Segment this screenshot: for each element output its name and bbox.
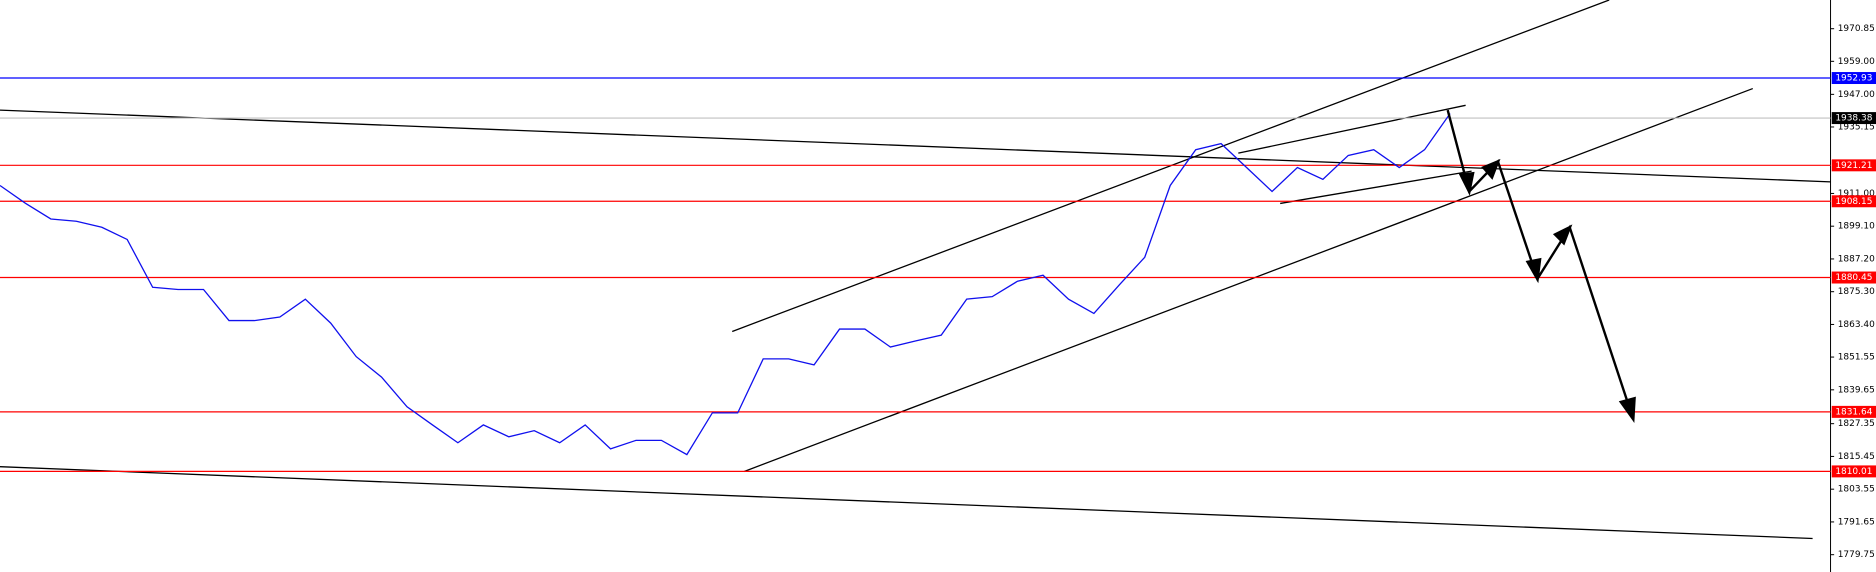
y-tick-label: 1970.85 xyxy=(1838,24,1875,34)
y-tick-label: 1875.30 xyxy=(1838,287,1875,297)
level-label: 1908.15 xyxy=(1835,197,1872,207)
y-tick-label: 1791.65 xyxy=(1838,517,1875,527)
y-tick-label: 1911.00 xyxy=(1838,189,1875,199)
level-label-bg xyxy=(1831,405,1876,418)
arrow-head xyxy=(1552,224,1573,246)
level-label-bg xyxy=(1831,159,1876,172)
level-label: 1880.45 xyxy=(1835,273,1872,283)
level-label: 1952.93 xyxy=(1835,74,1872,84)
y-tick-label: 1851.55 xyxy=(1838,353,1875,363)
y-tick-label: 1839.65 xyxy=(1838,385,1875,395)
y-tick-label: 1959.00 xyxy=(1838,57,1875,67)
level-label: 1831.64 xyxy=(1835,407,1872,417)
trend-line xyxy=(1280,171,1471,203)
y-tick-label: 1815.45 xyxy=(1838,452,1875,462)
y-tick-label: 1779.75 xyxy=(1838,550,1875,560)
level-label: 1810.01 xyxy=(1835,467,1872,477)
trend-line xyxy=(0,467,1813,539)
trend-lines xyxy=(0,0,1831,538)
y-tick-label: 1803.55 xyxy=(1838,485,1875,495)
arrow-head xyxy=(1481,158,1501,180)
y-tick-label: 1899.10 xyxy=(1838,222,1875,232)
y-tick-label: 1947.00 xyxy=(1838,90,1875,100)
arrow-head xyxy=(1525,257,1542,284)
level-label: 1938.38 xyxy=(1835,114,1872,124)
arrow-head xyxy=(1618,396,1636,423)
series xyxy=(0,114,1450,455)
y-tick-label: 1935.15 xyxy=(1838,122,1875,132)
level-label-bg xyxy=(1831,112,1876,125)
y-tick-label: 1887.20 xyxy=(1838,254,1875,264)
trend-line xyxy=(1238,105,1465,153)
trend-line xyxy=(0,110,1831,182)
level-label-bg xyxy=(1831,72,1876,85)
level-label-bg xyxy=(1831,271,1876,284)
level-label: 1921.21 xyxy=(1835,161,1872,171)
y-axis: 1970.85 1959.00 1947.00 1935.15 1911.00 1899.… xyxy=(1831,24,1876,560)
y-tick-label: 1863.40 xyxy=(1838,320,1875,330)
levels xyxy=(0,78,1831,471)
y-tick-label: 1827.35 xyxy=(1838,419,1875,429)
price-line xyxy=(0,114,1450,455)
forecast-arrows xyxy=(1448,110,1636,423)
level-label-bg xyxy=(1831,195,1876,208)
arrow-head xyxy=(1458,171,1475,196)
level-label-bg xyxy=(1831,465,1876,478)
trend-line xyxy=(744,89,1753,472)
